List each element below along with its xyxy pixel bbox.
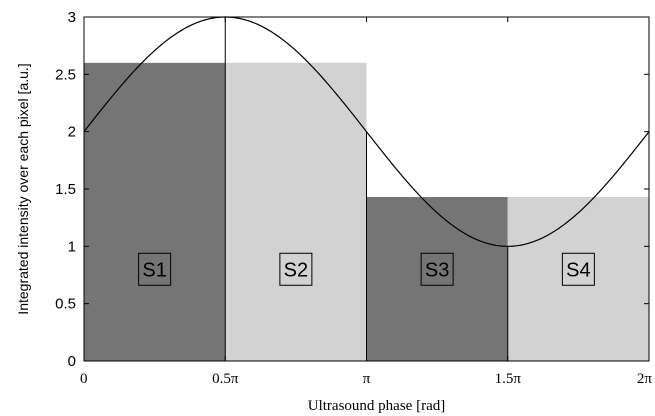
x-tick-label: 0.5π — [212, 371, 239, 387]
bar-s2 — [225, 62, 367, 361]
bar-dividers — [224, 17, 509, 361]
segment-label-box — [138, 252, 172, 286]
x-tick-label: π — [363, 371, 371, 387]
segment-label-s3: S3 — [420, 252, 454, 286]
x-tick-label: 2π — [637, 371, 653, 387]
segment-label-s1: S1 — [138, 252, 172, 286]
y-tick-label: 0 — [68, 353, 76, 370]
x-tick-label: 0 — [80, 371, 88, 387]
y-tick-label: 1.5 — [55, 181, 76, 198]
y-tick-label: 2 — [68, 124, 76, 141]
ticks-layer: 0 0.5 1 1.5 2 2.5 3 0 0.5π π 1.5π 2π — [55, 9, 652, 387]
segment-label-box — [279, 252, 313, 286]
bar-s1 — [84, 62, 226, 361]
x-tick-label: 1.5π — [495, 371, 522, 387]
segment-label-s2: S2 — [279, 252, 313, 286]
y-tick-label: 3 — [68, 9, 76, 26]
y-tick-label: 1 — [68, 238, 76, 255]
segment-label-box — [420, 252, 454, 286]
sine-curve — [83, 16, 650, 247]
segment-label-text: S3 — [425, 259, 449, 281]
segment-label-text: S2 — [284, 259, 308, 281]
segment-label-box — [561, 252, 595, 286]
bars-layer — [84, 62, 649, 361]
segment-label-text: S4 — [566, 259, 590, 281]
curve-layer — [83, 16, 650, 247]
segment-label-text: S1 — [142, 259, 166, 281]
y-tick-label: 0.5 — [55, 296, 76, 313]
x-axis-label: Ultrasound phase [rad] — [308, 398, 445, 414]
bar-s3 — [366, 197, 508, 361]
y-axis-label: Integrated intensity over each pixel [a.… — [15, 63, 31, 314]
segment-label-s4: S4 — [561, 252, 595, 286]
y-tick-label: 2.5 — [55, 66, 76, 83]
bar-s4 — [507, 197, 649, 361]
segment-labels: S1 S2 S3 S4 — [138, 252, 595, 286]
